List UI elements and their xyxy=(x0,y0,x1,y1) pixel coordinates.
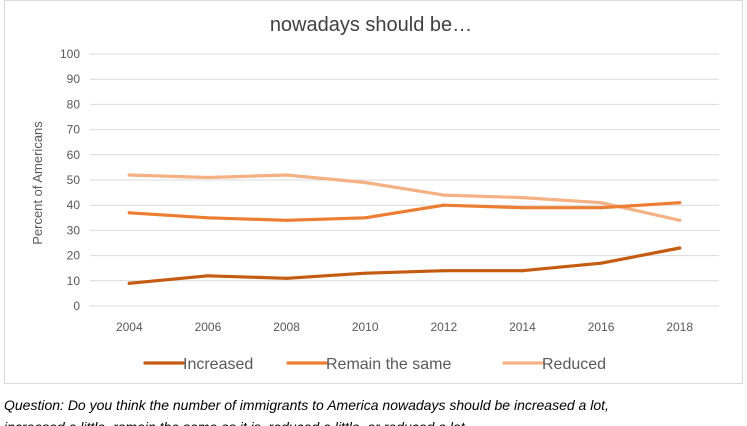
data-point-increased-2018 xyxy=(678,246,682,250)
x-tick-2010: 2010 xyxy=(352,320,379,334)
series-line-reduced xyxy=(127,173,682,222)
series-line-remain-the-same xyxy=(127,201,682,222)
data-point-reduced-2018 xyxy=(678,218,682,222)
data-point-increased-2016 xyxy=(599,261,603,265)
data-point-remain-the-same-2018 xyxy=(678,201,682,205)
data-point-reduced-2008 xyxy=(284,173,289,177)
y-tick-70: 70 xyxy=(67,123,81,137)
y-tick-20: 20 xyxy=(67,249,81,263)
data-point-increased-2012 xyxy=(442,269,446,273)
x-tick-2008: 2008 xyxy=(273,320,300,334)
gridlines xyxy=(90,53,719,307)
y-tick-0: 0 xyxy=(73,299,80,313)
y-tick-30: 30 xyxy=(67,223,81,237)
y-tick-80: 80 xyxy=(67,97,81,111)
chart-title: nowadays should be… xyxy=(270,14,472,36)
x-tick-labels: 2004 2006 2008 2010 2012 2014 2016 2018 xyxy=(116,320,693,334)
y-tick-40: 40 xyxy=(67,198,81,212)
question-caption: Question: Do you think the number of imm… xyxy=(4,394,746,426)
y-tick-50: 50 xyxy=(67,173,81,187)
data-point-remain-the-same-2004 xyxy=(127,211,131,215)
data-point-increased-2006 xyxy=(206,274,210,278)
chart-frame: nowadays should be… Percent of Americans… xyxy=(4,0,743,384)
legend-item-remain-the-same: Remain the same xyxy=(286,356,451,373)
data-point-remain-the-same-2010 xyxy=(363,216,367,220)
data-point-reduced-2016 xyxy=(599,201,603,205)
data-point-reduced-2004 xyxy=(127,173,131,177)
data-point-reduced-2012 xyxy=(442,193,446,197)
y-tick-100: 100 xyxy=(60,47,80,61)
y-axis-label: Percent of Americans xyxy=(30,121,45,245)
caption-line-2: increased a little, remain the same as i… xyxy=(4,416,746,426)
data-point-reduced-2014 xyxy=(520,196,525,200)
caption-line-1: Question: Do you think the number of imm… xyxy=(4,397,609,413)
data-point-increased-2014 xyxy=(520,269,525,273)
data-point-reduced-2006 xyxy=(206,175,210,180)
y-tick-labels: 0 10 20 30 40 50 60 70 80 90 100 xyxy=(60,47,80,313)
legend-item-increased: Increased xyxy=(143,356,253,373)
data-point-remain-the-same-2006 xyxy=(206,216,210,220)
data-point-increased-2010 xyxy=(363,271,367,275)
data-point-reduced-2010 xyxy=(363,180,367,185)
x-tick-2004: 2004 xyxy=(116,320,143,334)
x-tick-2012: 2012 xyxy=(430,320,457,334)
legend: Increased Remain the same Reduced xyxy=(143,356,606,373)
x-tick-2006: 2006 xyxy=(195,320,222,334)
data-point-remain-the-same-2014 xyxy=(520,206,525,210)
x-tick-2018: 2018 xyxy=(666,320,693,334)
data-point-increased-2004 xyxy=(127,281,131,285)
legend-label-reduced: Reduced xyxy=(542,356,606,373)
data-point-remain-the-same-2008 xyxy=(284,218,289,222)
y-tick-60: 60 xyxy=(67,148,81,162)
x-tick-2014: 2014 xyxy=(509,320,536,334)
data-point-increased-2008 xyxy=(284,276,289,280)
legend-label-remain-the-same: Remain the same xyxy=(326,356,451,373)
legend-item-reduced: Reduced xyxy=(502,356,606,373)
data-point-remain-the-same-2016 xyxy=(599,206,603,210)
y-tick-10: 10 xyxy=(67,274,81,288)
x-tick-2016: 2016 xyxy=(588,320,615,334)
data-point-remain-the-same-2012 xyxy=(442,203,446,207)
series-lines xyxy=(127,173,682,285)
series-line-increased xyxy=(127,246,682,285)
y-tick-90: 90 xyxy=(67,72,81,86)
line-chart: nowadays should be… Percent of Americans… xyxy=(30,14,719,373)
legend-label-increased: Increased xyxy=(183,356,253,373)
